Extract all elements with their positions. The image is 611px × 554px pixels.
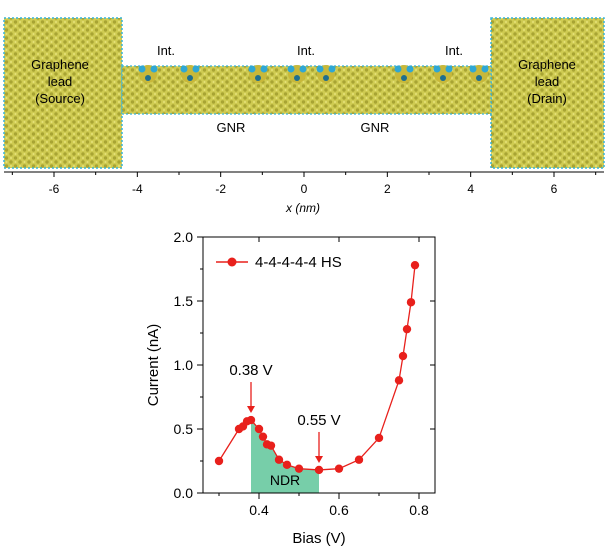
data-point	[274, 455, 284, 464]
structure-x-tick-label: -4	[132, 182, 143, 196]
drain-lead-block	[490, 17, 605, 169]
structure-x-tick-label: 6	[551, 182, 558, 196]
structure-x-axis: -6 -4 -2 0 2 4 6	[4, 171, 604, 196]
source-lead-label-line2: lead	[48, 74, 73, 89]
intermolecular-molecule	[433, 65, 453, 83]
annotation-valley-arrowhead	[315, 455, 323, 463]
drain-lead-label-line2: lead	[535, 74, 560, 89]
ndr-shaded-region	[251, 420, 319, 493]
legend: 4-4-4-4-4 HS	[216, 254, 342, 271]
graphene-nanoribbon-strip	[121, 65, 492, 115]
x-axis-label: Bias (V)	[292, 530, 345, 547]
annotation-peak-arrowhead	[247, 406, 255, 414]
data-point	[294, 464, 304, 473]
source-lead-block	[3, 17, 123, 169]
axis-ticks: 0.4 0.6 0.8 0.0 0.5 1.0 1.5 2.0	[174, 229, 435, 518]
source-lead-label-line3: (Source)	[35, 91, 85, 106]
data-point	[374, 433, 384, 443]
gnr-label-right: GNR	[361, 120, 390, 135]
intermolecular-molecule	[248, 65, 268, 83]
data-point	[354, 455, 364, 464]
intermolecular-molecule	[138, 65, 158, 83]
iv-chart: NDR 0.4 0.6 0.8 0.0 0.5 1.0 1.5 2.0 0.38 V 0.55 …	[145, 229, 436, 547]
annotation-layer: 0.38 V 0.55 V	[229, 362, 341, 463]
data-point	[398, 351, 408, 361]
data-point	[334, 464, 344, 473]
source-lead-label-line1: Graphene	[31, 57, 89, 72]
data-point	[282, 460, 292, 470]
series-layer	[214, 260, 420, 475]
data-point	[254, 424, 264, 434]
int-label-right: Int.	[445, 43, 463, 58]
annotation-peak-label: 0.38 V	[229, 362, 272, 379]
drain-lead-label-line1: Graphene	[518, 57, 576, 72]
structure-x-tick-label: -6	[49, 182, 60, 196]
structure-x-tick-label: 4	[467, 182, 474, 196]
int-label-center: Int.	[297, 43, 315, 58]
legend-marker	[227, 257, 237, 267]
intermolecular-units	[138, 65, 489, 83]
data-point	[246, 415, 256, 425]
intermolecular-molecule	[287, 65, 307, 83]
y-tick-label: 0.5	[174, 421, 194, 437]
x-tick-label: 0.8	[409, 502, 429, 518]
x-tick-label: 0.4	[249, 502, 269, 518]
structure-x-tick-label: -2	[215, 182, 226, 196]
ndr-label: NDR	[270, 472, 300, 488]
int-label-left: Int.	[157, 43, 175, 58]
legend-series-label: 4-4-4-4-4 HS	[255, 254, 342, 271]
y-tick-label: 0.0	[174, 485, 194, 501]
y-tick-label: 2.0	[174, 229, 194, 245]
intermolecular-molecule	[316, 65, 336, 83]
data-point	[266, 441, 276, 450]
intermolecular-molecule	[180, 65, 200, 83]
y-tick-label: 1.5	[174, 293, 194, 309]
x-tick-label: 0.6	[329, 502, 349, 518]
structure-x-tick-label: 2	[384, 182, 391, 196]
data-point	[410, 260, 420, 270]
data-point	[314, 465, 324, 475]
structure-x-tick-label: 0	[301, 182, 308, 196]
data-point	[394, 376, 404, 385]
drain-lead-label-line3: (Drain)	[527, 91, 567, 106]
intermolecular-molecule	[394, 65, 414, 83]
data-point	[214, 456, 224, 466]
intermolecular-molecule	[469, 65, 489, 83]
y-axis-label: Current (nA)	[145, 324, 162, 407]
annotation-valley-label: 0.55 V	[297, 412, 340, 429]
data-point	[402, 324, 412, 334]
structure-x-axis-label: x (nm)	[285, 201, 320, 215]
data-point	[406, 298, 416, 307]
molecular-structure-panel: Graphene lead (Source) Graphene lead (Dr…	[3, 17, 605, 215]
data-point	[258, 432, 268, 441]
gnr-label-left: GNR	[217, 120, 246, 135]
y-tick-label: 1.0	[174, 357, 194, 373]
